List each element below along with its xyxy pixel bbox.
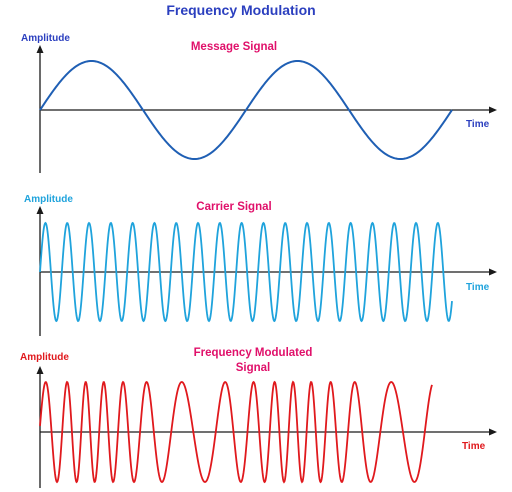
- message-signal-label: Message Signal: [191, 41, 277, 53]
- message-wave: [39, 60, 453, 160]
- fm-wave: [39, 380, 433, 484]
- message-panel: Amplitude Message Signal Time: [21, 33, 497, 173]
- fm-panel: Amplitude Frequency Modulated Signal Tim…: [20, 347, 497, 488]
- diagram-title: Frequency Modulation: [166, 2, 315, 18]
- carrier-y-axis-arrow: [36, 206, 44, 214]
- fm-y-axis-arrow: [36, 366, 44, 374]
- carrier-wave: [39, 221, 453, 323]
- fm-signal-label: Frequency Modulated: [194, 347, 313, 359]
- fm-signal-label-line2: Signal: [236, 362, 271, 374]
- message-amplitude-label: Amplitude: [21, 33, 70, 44]
- carrier-panel: Amplitude Carrier Signal Time: [24, 194, 497, 336]
- carrier-time-label: Time: [466, 282, 490, 293]
- carrier-amplitude-label: Amplitude: [24, 194, 73, 205]
- fm-x-axis-arrow: [489, 428, 497, 436]
- message-x-axis-arrow: [489, 106, 497, 114]
- message-time-label: Time: [466, 119, 490, 130]
- fm-amplitude-label: Amplitude: [20, 352, 69, 363]
- fm-time-label: Time: [462, 441, 486, 452]
- carrier-x-axis-arrow: [489, 268, 497, 276]
- message-y-axis-arrow: [36, 45, 44, 53]
- carrier-signal-label: Carrier Signal: [196, 201, 271, 213]
